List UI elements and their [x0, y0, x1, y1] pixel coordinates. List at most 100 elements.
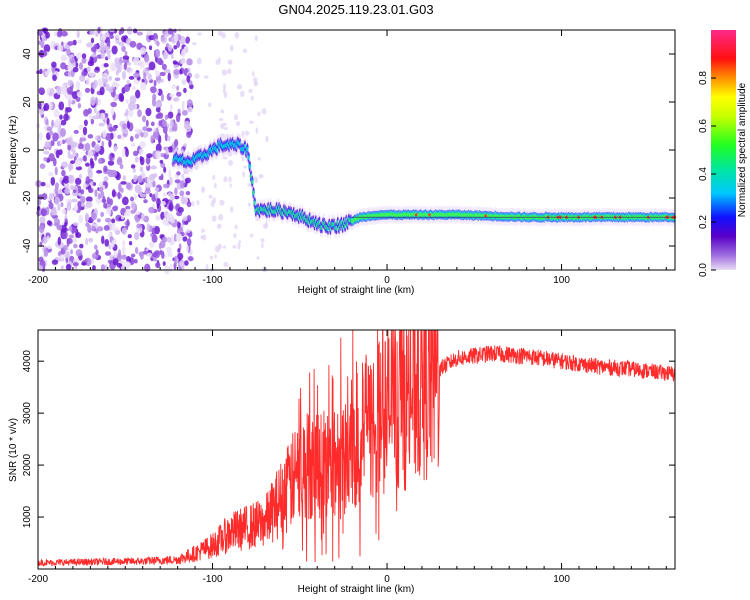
noise-speckle	[81, 262, 87, 266]
noise-speckle	[111, 218, 116, 224]
noise-speckle	[46, 126, 53, 132]
noise-speckle	[108, 206, 112, 216]
noise-speckle	[257, 157, 262, 161]
noise-speckle	[65, 264, 72, 271]
noise-speckle	[238, 240, 242, 244]
noise-speckle	[108, 139, 112, 148]
noise-speckle	[121, 245, 126, 255]
noise-speckle	[60, 265, 64, 270]
noise-speckle	[162, 261, 166, 266]
noise-speckle	[121, 35, 127, 43]
spectrogram-ytick-label: -20	[22, 190, 33, 205]
noise-speckle	[73, 129, 79, 134]
noise-speckle	[234, 224, 238, 230]
noise-speckle	[91, 212, 97, 221]
noise-speckle	[89, 29, 96, 36]
noise-speckle	[51, 61, 57, 68]
noise-speckle	[46, 235, 50, 242]
noise-speckle	[126, 26, 133, 35]
noise-speckle	[164, 114, 168, 121]
noise-speckle	[173, 28, 177, 33]
noise-speckle	[41, 37, 46, 43]
noise-speckle	[137, 175, 143, 184]
noise-speckle	[180, 195, 185, 205]
noise-speckle	[167, 72, 171, 82]
noise-speckle	[111, 240, 115, 248]
noise-speckle	[174, 255, 178, 265]
noise-speckle	[184, 45, 189, 52]
noise-speckle	[67, 150, 71, 156]
noise-speckle	[58, 28, 63, 36]
noise-speckle	[125, 148, 129, 158]
noise-speckle	[241, 130, 245, 138]
noise-speckle	[191, 201, 195, 207]
noise-speckle	[98, 122, 105, 127]
noise-speckle	[125, 208, 131, 217]
noise-speckle	[157, 113, 162, 117]
noise-speckle	[70, 198, 78, 203]
noise-speckle	[196, 57, 202, 65]
noise-speckle	[116, 262, 122, 268]
noise-speckle	[208, 194, 213, 199]
noise-speckle	[126, 218, 130, 228]
noise-speckle	[101, 235, 105, 245]
noise-speckle	[126, 120, 130, 129]
noise-speckle	[149, 241, 155, 248]
noise-speckle	[134, 133, 140, 139]
noise-speckle	[247, 202, 251, 207]
noise-speckle	[53, 222, 60, 227]
noise-speckle	[144, 188, 151, 194]
noise-speckle	[75, 52, 82, 60]
noise-speckle	[58, 101, 65, 111]
noise-speckle	[173, 68, 180, 76]
noise-speckle	[154, 70, 160, 77]
noise-speckle	[100, 112, 106, 121]
noise-speckle	[223, 83, 227, 90]
noise-speckle	[44, 70, 49, 77]
noise-speckle	[43, 103, 50, 112]
noise-speckle	[87, 169, 93, 179]
colorbar: 0.0 0.2 0.4 0.6 0.8 Normalized spectral ampl…	[698, 30, 748, 277]
noise-speckle	[77, 143, 84, 150]
noise-speckle	[174, 139, 179, 148]
noise-speckle	[129, 196, 135, 202]
noise-speckle	[141, 115, 147, 123]
spectrogram-ytick-label: -40	[22, 238, 33, 253]
noise-speckle	[123, 62, 128, 71]
noise-speckle	[54, 46, 59, 51]
noise-speckle	[67, 64, 74, 71]
colorbar-tick-label: 0.4	[698, 167, 709, 181]
noise-speckle	[184, 260, 189, 266]
noise-speckle	[143, 199, 148, 204]
noise-speckle	[248, 88, 253, 94]
noise-speckle	[186, 215, 192, 223]
noise-speckle	[100, 264, 105, 272]
noise-speckle	[51, 209, 58, 216]
noise-speckle	[103, 165, 108, 173]
noise-speckle	[177, 206, 184, 213]
noise-speckle	[140, 132, 144, 138]
noise-speckle	[167, 192, 173, 197]
noise-speckle	[265, 221, 268, 228]
noise-speckle	[52, 74, 57, 82]
noise-speckle	[68, 174, 75, 184]
noise-speckle	[216, 223, 222, 229]
noise-speckle	[230, 206, 234, 213]
noise-speckle	[179, 180, 185, 189]
noise-speckle	[38, 199, 42, 206]
noise-speckle	[44, 142, 50, 148]
noise-speckle	[130, 209, 136, 214]
noise-speckle	[155, 106, 161, 113]
ridge-segment	[252, 190, 255, 196]
noise-speckle	[95, 249, 99, 256]
noise-speckle	[50, 176, 56, 186]
noise-speckle	[137, 186, 143, 196]
noise-speckle	[258, 174, 264, 179]
noise-speckle	[60, 224, 67, 233]
noise-speckle	[186, 201, 192, 208]
noise-speckle	[99, 186, 104, 193]
noise-speckle	[141, 78, 145, 83]
noise-speckle	[100, 50, 105, 59]
noise-speckle	[196, 200, 200, 206]
